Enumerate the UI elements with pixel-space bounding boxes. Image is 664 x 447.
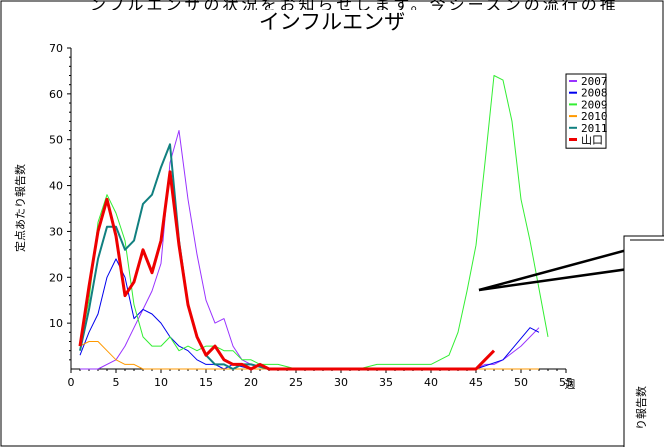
x-axis-label: 週 (565, 378, 576, 391)
x-tick-label: 10 (154, 376, 168, 389)
x-tick-label: 30 (334, 376, 348, 389)
legend-label-山口: 山口 (581, 134, 603, 147)
inset-panel (623, 235, 664, 447)
x-tick-label: 55 (559, 376, 573, 389)
legend-label-2008: 2008 (581, 87, 608, 100)
y-tick-label: 10 (49, 317, 63, 330)
x-tick-label: 5 (113, 376, 120, 389)
y-tick-label: 50 (49, 134, 63, 147)
x-tick-label: 20 (244, 376, 258, 389)
y-axis-label: 定点あたり報告数 (13, 164, 27, 252)
x-tick-label: 40 (424, 376, 438, 389)
x-tick-label: 15 (199, 376, 213, 389)
series-line-2007 (80, 130, 540, 370)
legend-label-2009: 2009 (581, 98, 608, 111)
y-tick-label: 40 (49, 180, 63, 193)
y-tick-label: 20 (49, 271, 63, 284)
inset-y-axis-label: り報告数 (635, 386, 648, 430)
x-tick-label: 25 (289, 376, 303, 389)
chart-title: インフルエンザ (258, 10, 406, 34)
series-line-2009 (79, 75, 549, 370)
legend-label-2011: 2011 (581, 122, 608, 135)
series-line-2010 (79, 341, 539, 370)
x-tick-label: 50 (514, 376, 528, 389)
legend-box (565, 73, 607, 149)
legend-label-2010: 2010 (581, 110, 608, 123)
x-tick-label: 0 (68, 376, 75, 389)
clipped-page-text: ンフルエンザの状況をお知らせします。今シーズンの流行の推 (0, 0, 664, 10)
x-tick-label: 35 (379, 376, 393, 389)
legend-label-2007: 2007 (581, 75, 608, 88)
y-tick-label: 30 (49, 225, 63, 238)
clipped-text-line: ンフルエンザの状況をお知らせします。今シーズンの流行の推 (90, 0, 619, 10)
x-tick-label: 45 (469, 376, 483, 389)
y-tick-label: 70 (49, 42, 63, 55)
y-tick-label: 60 (49, 88, 63, 101)
series-line-2011 (79, 143, 296, 370)
series-line-山口 (78, 170, 496, 371)
